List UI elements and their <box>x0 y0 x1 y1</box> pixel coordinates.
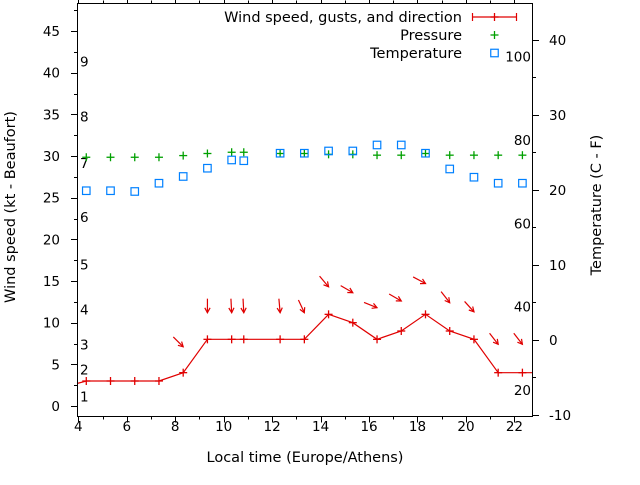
gust-arrow-head <box>468 306 475 313</box>
x-tick-label: 14 <box>312 419 329 435</box>
x-tick-label: 22 <box>506 419 523 435</box>
y-left-tick-label: 10 <box>43 316 60 332</box>
beaufort-label: 1 <box>80 389 89 405</box>
beaufort-label: 3 <box>80 338 89 354</box>
legend-pressure-label: Pressure <box>400 28 462 44</box>
y-left-tick-label: 40 <box>43 66 60 82</box>
y-left-tick-label: 30 <box>43 149 60 165</box>
gust-arrow-head <box>299 307 306 314</box>
plot-border <box>77 3 533 417</box>
fahrenheit-label: 80 <box>514 133 531 149</box>
wind-speed-line <box>76 313 533 385</box>
gust-arrow-shaft <box>412 276 426 285</box>
gust-arrow-head <box>395 295 403 302</box>
legend-samples <box>471 13 518 58</box>
wind-direction-arrows <box>172 275 524 348</box>
y-left-tick-label: 45 <box>43 24 60 40</box>
gust-arrow-head <box>323 281 330 288</box>
beaufort-label: 4 <box>80 303 89 319</box>
y-left-tick-label: 15 <box>43 274 60 290</box>
legend-pressure-sample <box>490 31 499 39</box>
beaufort-label: 6 <box>80 210 89 226</box>
fahrenheit-label: 60 <box>514 216 531 232</box>
gust-arrow-head <box>177 341 185 348</box>
y-right-tick-label: -10 <box>549 408 571 424</box>
gust-arrow-head <box>228 307 235 314</box>
fahrenheit-label: 20 <box>514 383 531 399</box>
gust-arrow-head <box>276 307 283 314</box>
y-right-tick-label: 40 <box>549 33 566 49</box>
gust-arrow-shaft <box>297 299 305 313</box>
legend-temperature-sample <box>490 48 499 58</box>
beaufort-label: 2 <box>80 363 89 379</box>
gust-arrow-head <box>371 303 379 309</box>
fahrenheit-label: 40 <box>514 300 531 316</box>
beaufort-label: 8 <box>80 109 89 125</box>
legend: Wind speed, gusts, and direction Pressur… <box>224 10 518 62</box>
beaufort-label: 7 <box>80 156 89 172</box>
x-tick-label: 10 <box>215 419 232 435</box>
gust-arrow-shaft <box>363 301 378 309</box>
gust-arrow-shaft <box>172 336 184 348</box>
gust-arrow-head <box>419 278 427 285</box>
y-right-tick-label: 20 <box>549 183 566 199</box>
series-layer <box>76 140 533 385</box>
x-tick-label: 18 <box>409 419 426 435</box>
gust-arrow-head <box>517 338 524 346</box>
y-left-tick-label: 5 <box>51 357 60 373</box>
x-tick-label: 4 <box>74 419 83 435</box>
gust-arrow-shaft <box>464 301 475 313</box>
x-tick-label: 8 <box>171 419 180 435</box>
y-left-tick-label: 20 <box>43 232 60 248</box>
y-right-tick-label: 10 <box>549 258 566 274</box>
gust-arrow-shaft <box>319 275 330 288</box>
gust-arrow-head <box>240 307 247 314</box>
gust-arrow-shaft <box>440 291 451 304</box>
y-left-tick-label: 35 <box>43 107 60 123</box>
wind-series <box>76 310 533 385</box>
y-right-tick-label: 0 <box>549 333 558 349</box>
gust-arrow-shaft <box>242 298 245 313</box>
beaufort-label: 5 <box>80 258 89 274</box>
gust-arrow-shaft <box>340 285 354 294</box>
legend-wind-label: Wind speed, gusts, and direction <box>224 10 462 26</box>
x-axis-title: Local time (Europe/Athens) <box>207 450 404 466</box>
gust-arrow-shaft <box>230 298 233 313</box>
beaufort-label: 9 <box>80 54 89 70</box>
gust-arrow-shaft <box>513 332 523 345</box>
gust-arrow-head <box>204 307 211 314</box>
y-left-axis-title: Wind speed (kt - Beaufort) <box>3 111 19 303</box>
temperature-series <box>81 140 527 196</box>
x-tick-label: 6 <box>122 419 131 435</box>
gust-arrow-shaft <box>489 332 499 345</box>
y-left-tick-label: 25 <box>43 191 60 207</box>
gust-arrow-shaft <box>278 298 281 313</box>
fahrenheit-label: 100 <box>505 50 531 66</box>
gust-arrow-head <box>492 338 499 346</box>
gust-arrow-shaft <box>388 293 402 302</box>
axes-layer: 4 6 8 10 12 14 16 18 20 22051015202530354045-1001… <box>43 0 571 435</box>
y-left-tick-label: 0 <box>51 399 60 415</box>
gust-arrow-head <box>444 297 451 304</box>
x-tick-label: 20 <box>457 419 474 435</box>
x-tick-label: 12 <box>264 419 281 435</box>
legend-temperature-label: Temperature <box>369 46 462 62</box>
y-right-tick-label: 30 <box>549 108 566 124</box>
y-right-axis-title: Temperature (C - F) <box>589 135 605 277</box>
pressure-series <box>82 148 527 162</box>
gust-arrow-head <box>347 287 354 294</box>
x-tick-label: 16 <box>360 419 377 435</box>
